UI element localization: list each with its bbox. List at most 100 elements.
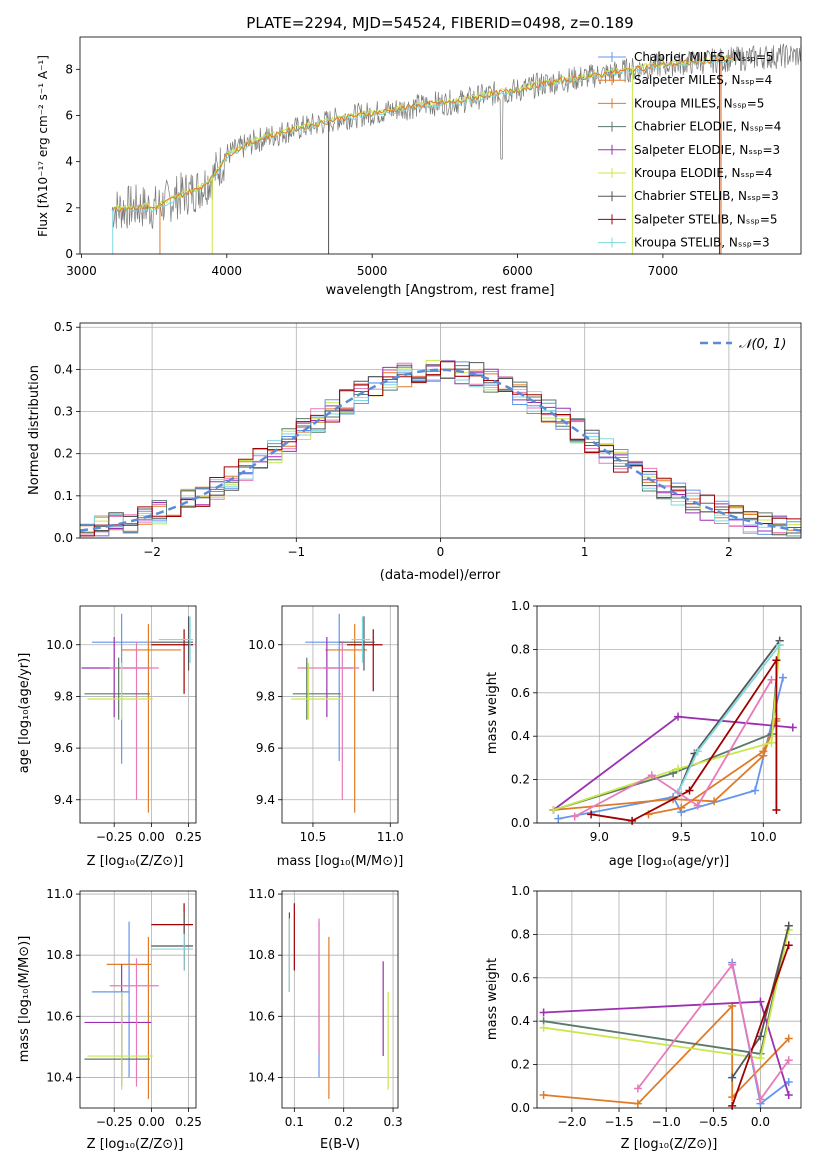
residuals-axes-frame <box>79 322 802 539</box>
error-bar-point <box>87 991 153 1090</box>
spectrum-yticks: 0 2 4 6 8 <box>65 62 80 261</box>
age-vs-weight-ylabel: mass weight <box>485 672 500 754</box>
weight-point-marker <box>633 1099 642 1108</box>
error-bar-point <box>87 662 153 720</box>
axes-frame <box>281 605 399 824</box>
y-tick-label: 9.8 <box>54 689 73 703</box>
error-bar-point <box>292 657 341 720</box>
x-tick-label: 0.00 <box>138 830 165 844</box>
y-tick-label: 0.3 <box>54 405 73 419</box>
error-bar-point <box>151 629 194 694</box>
x-tick-label: 0.25 <box>175 830 202 844</box>
y-tick-label: 0.8 <box>511 642 530 656</box>
weight-series <box>549 712 797 814</box>
model-spectrum-line <box>112 55 736 211</box>
y-tick-label: 0 <box>65 247 73 261</box>
error-bar-point <box>151 933 194 971</box>
axes-frame <box>281 890 399 1109</box>
z-vs-weight-plot: −2.0 −1.5 −1.0 −0.5 0.0 0.0 0.2 0.4 0.6 0.8 1.0 <box>511 884 802 1129</box>
legend-entry-label: Chabrier MILES, Nₛₛₚ=5 <box>634 50 774 64</box>
x-tick-label: −2 <box>143 545 161 559</box>
x-tick-label: 10.5 <box>300 830 327 844</box>
weight-point-marker <box>570 812 579 821</box>
error-bar-point <box>151 903 194 971</box>
ebv-vs-mass-panel: 0.1 0.2 0.3 10.4 10.6 10.8 11.0 E(B-V) <box>248 887 402 1152</box>
legend-entry-label: Salpeter ELODIE, Nₛₛₚ=3 <box>634 143 780 157</box>
spectrum-ylabel: Flux [fλ10⁻¹⁷ erg cm⁻² s⁻¹ A⁻¹] <box>36 55 50 237</box>
x-tick-label: 10.0 <box>750 830 777 844</box>
y-tick-label: 2 <box>65 201 73 215</box>
weight-series <box>539 997 793 1099</box>
x-tick-label: 11.0 <box>377 830 404 844</box>
mass-vs-age-xlabel: mass [log₁₀(M/M⊙)] <box>277 854 404 869</box>
z-vs-mass-plot: −0.25 0.00 0.25 10.4 10.6 10.8 11.0 <box>46 887 202 1129</box>
error-bar-point <box>84 988 150 1087</box>
weight-point-marker <box>784 921 793 930</box>
mass-vs-age-panel: 10.5 11.0 9.4 9.6 9.8 10.0 mass [log₁₀(M/M⊙)] <box>248 605 404 869</box>
weight-point-marker <box>756 1054 765 1063</box>
error-bar-point <box>84 964 152 1078</box>
y-tick-label: 0.2 <box>511 1058 530 1072</box>
y-tick-label: 0.6 <box>511 686 530 700</box>
weight-point-marker <box>775 641 784 650</box>
z-vs-weight-panel: −2.0 −1.5 −1.0 −0.5 0.0 0.0 0.2 0.4 0.6 0.8 1.0 Z … <box>485 884 802 1152</box>
y-tick-label: 0.5 <box>54 320 73 334</box>
y-tick-label: 0.0 <box>54 531 73 545</box>
legend-entry-label: Salpeter MILES, Nₛₛₚ=4 <box>634 73 772 87</box>
residuals-grid: −2 −1 0 1 2 0.0 0.1 0.2 0.3 0.4 0.5 <box>54 320 801 559</box>
y-tick-label: 0.6 <box>511 971 530 985</box>
mass-vs-age-plot: 10.5 11.0 9.4 9.6 9.8 10.0 <box>248 605 404 844</box>
x-tick-label: 0.25 <box>175 1115 202 1129</box>
y-tick-label: 9.4 <box>256 793 275 807</box>
legend-entry-label: Kroupa STELIB, Nₛₛₚ=3 <box>634 236 770 250</box>
axes-frame <box>79 605 197 824</box>
spectrum-xticks: 3000 4000 5000 6000 7000 <box>66 254 678 278</box>
ebv-vs-mass-xlabel: E(B-V) <box>320 1137 360 1152</box>
z-vs-age-ylabel: age [log₁₀(age/yr)] <box>17 653 32 774</box>
spectrum-axes-frame <box>79 36 802 255</box>
tick-group: −2 −1 0 1 2 0.0 0.1 0.2 0.3 0.4 0.5 <box>54 320 733 559</box>
z-vs-mass-panel: −0.25 0.00 0.25 10.4 10.6 10.8 11.0 Z [log₁₀(Z… <box>17 887 202 1152</box>
x-tick-label: 6000 <box>502 264 533 278</box>
error-bar-point <box>305 613 344 761</box>
axes-frame <box>536 890 802 1109</box>
z-vs-mass-xlabel: Z [log₁₀(Z/Z⊙)] <box>87 1137 184 1152</box>
weight-point-marker <box>756 997 765 1006</box>
weight-point-marker <box>693 747 702 756</box>
axes-frame <box>536 605 802 824</box>
residual-histogram-step <box>80 361 801 537</box>
error-bar-point <box>121 624 182 813</box>
y-tick-label: 10.0 <box>248 638 275 652</box>
error-bar-point <box>346 629 383 692</box>
y-tick-label: 10.4 <box>46 1070 73 1084</box>
age-vs-weight-plot: 9.0 9.5 10.0 0.0 0.2 0.4 0.6 0.8 1.0 <box>511 599 802 844</box>
residuals-xlabel: (data-model)/error <box>380 568 501 583</box>
weight-point-marker <box>549 805 558 814</box>
error-bar-point <box>151 616 194 671</box>
tick-group: 9.0 9.5 10.0 0.0 0.2 0.4 0.6 0.8 1.0 <box>511 599 777 844</box>
weight-point-marker <box>587 810 596 819</box>
weight-point-marker <box>693 801 702 810</box>
tick-group: 0.1 0.2 0.3 10.4 10.6 10.8 11.0 <box>248 887 402 1129</box>
x-tick-label: 1 <box>581 545 589 559</box>
spectrum-model-lines <box>111 43 802 254</box>
x-tick-label: −1.5 <box>604 1115 633 1129</box>
y-tick-label: 10.8 <box>248 948 275 962</box>
x-tick-label: 7000 <box>648 264 679 278</box>
legend-entry-label: Chabrier ELODIE, Nₛₛₚ=4 <box>634 120 781 134</box>
y-tick-label: 9.4 <box>54 793 73 807</box>
normal-legend-label: 𝒩(0, 1) <box>739 337 786 352</box>
weight-point-marker <box>784 941 793 950</box>
x-tick-label: 0.3 <box>384 1115 403 1129</box>
weight-point-marker <box>728 1101 737 1110</box>
y-tick-label: 0.4 <box>511 729 530 743</box>
y-tick-label: 11.0 <box>46 887 73 901</box>
error-bar-point <box>151 912 194 971</box>
x-tick-label: −0.25 <box>96 830 133 844</box>
y-tick-label: 1.0 <box>511 884 530 898</box>
x-tick-label: 0.2 <box>334 1115 353 1129</box>
y-tick-label: 0.2 <box>511 773 530 787</box>
y-tick-label: 9.8 <box>256 689 275 703</box>
weight-point-marker <box>674 764 683 773</box>
